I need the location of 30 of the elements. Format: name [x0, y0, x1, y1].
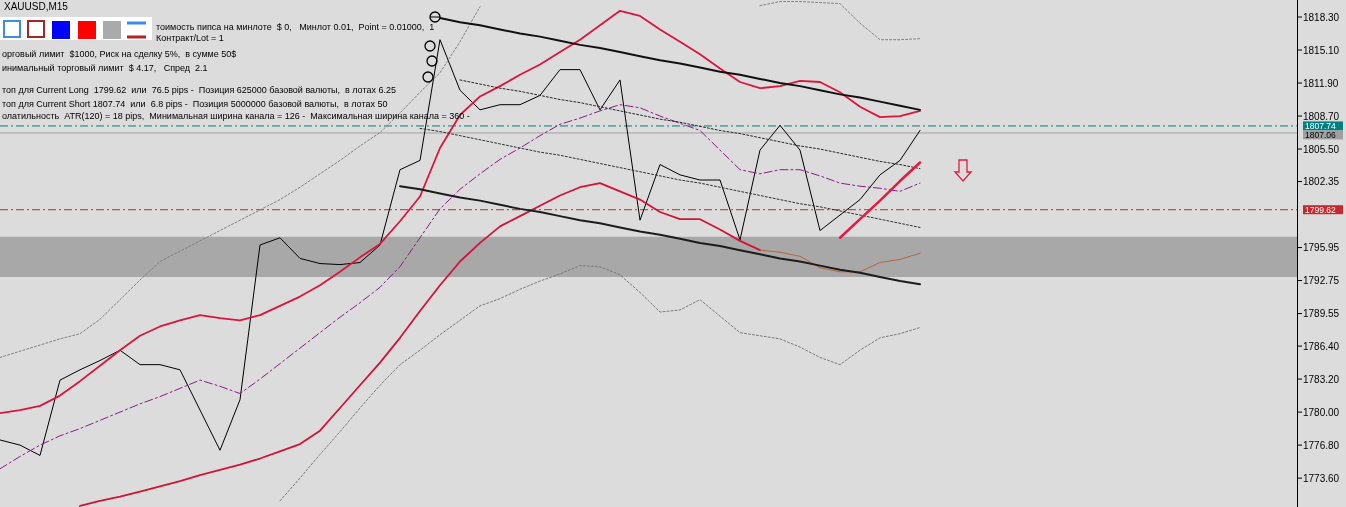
line-series	[79, 182, 761, 507]
y-tick-label: 1815.10	[1303, 44, 1340, 56]
y-tick-label: 1783.20	[1303, 373, 1340, 385]
line-series	[419, 127, 921, 228]
y-tick-label: 1786.40	[1303, 340, 1340, 352]
y-tick-label: 1818.30	[1303, 11, 1340, 23]
y-tick-label: 1792.75	[1303, 275, 1340, 287]
ref-line-label: 1807.06	[1305, 129, 1336, 140]
y-tick-label: 1776.80	[1303, 439, 1340, 451]
annotation: тоимость пипса на минлоте $ 0, Минлот 0.01, Point = 0.01000, 1 Контракт/Lot = 1	[156, 22, 435, 43]
y-tick-label: 1780.00	[1303, 406, 1340, 418]
y-tick-label: 1805.50	[1303, 143, 1340, 155]
y-tick-label: 1811.90	[1303, 77, 1339, 89]
line-series	[439, 17, 921, 111]
ref-line-label: 1807.74	[1305, 120, 1336, 131]
chart-title: XAUUSD,M15	[4, 1, 69, 12]
y-tick-label: 1802.35	[1303, 176, 1340, 188]
y-tick-label: 1808.70	[1303, 110, 1340, 122]
line-series	[399, 185, 921, 286]
y-tick-label: 1773.60	[1303, 472, 1340, 484]
annotation: топ для Current Short 1807.74 или 6.8 pips - Позиция 5000000 базовой валюты, в лотах 50	[2, 99, 388, 109]
annotation: топ для Current Long 1799.62 или 76.5 pips - Позиция 625000 базовой валюты, в лотах 6.25	[2, 85, 396, 95]
line-series	[759, 249, 921, 273]
y-tick-label: 1789.55	[1303, 308, 1340, 320]
line-series	[838, 161, 922, 240]
y-tick-label: 1795.95	[1303, 242, 1340, 254]
annotation: орговый лимит $1000, Риск на сделку 5%, в сумме 50$	[2, 49, 237, 59]
line-series	[279, 265, 921, 502]
annotation: инимальный торговый лимит $ 4.17, Спред 2.1	[2, 63, 208, 73]
ref-line-label: 1799.62	[1305, 204, 1336, 215]
